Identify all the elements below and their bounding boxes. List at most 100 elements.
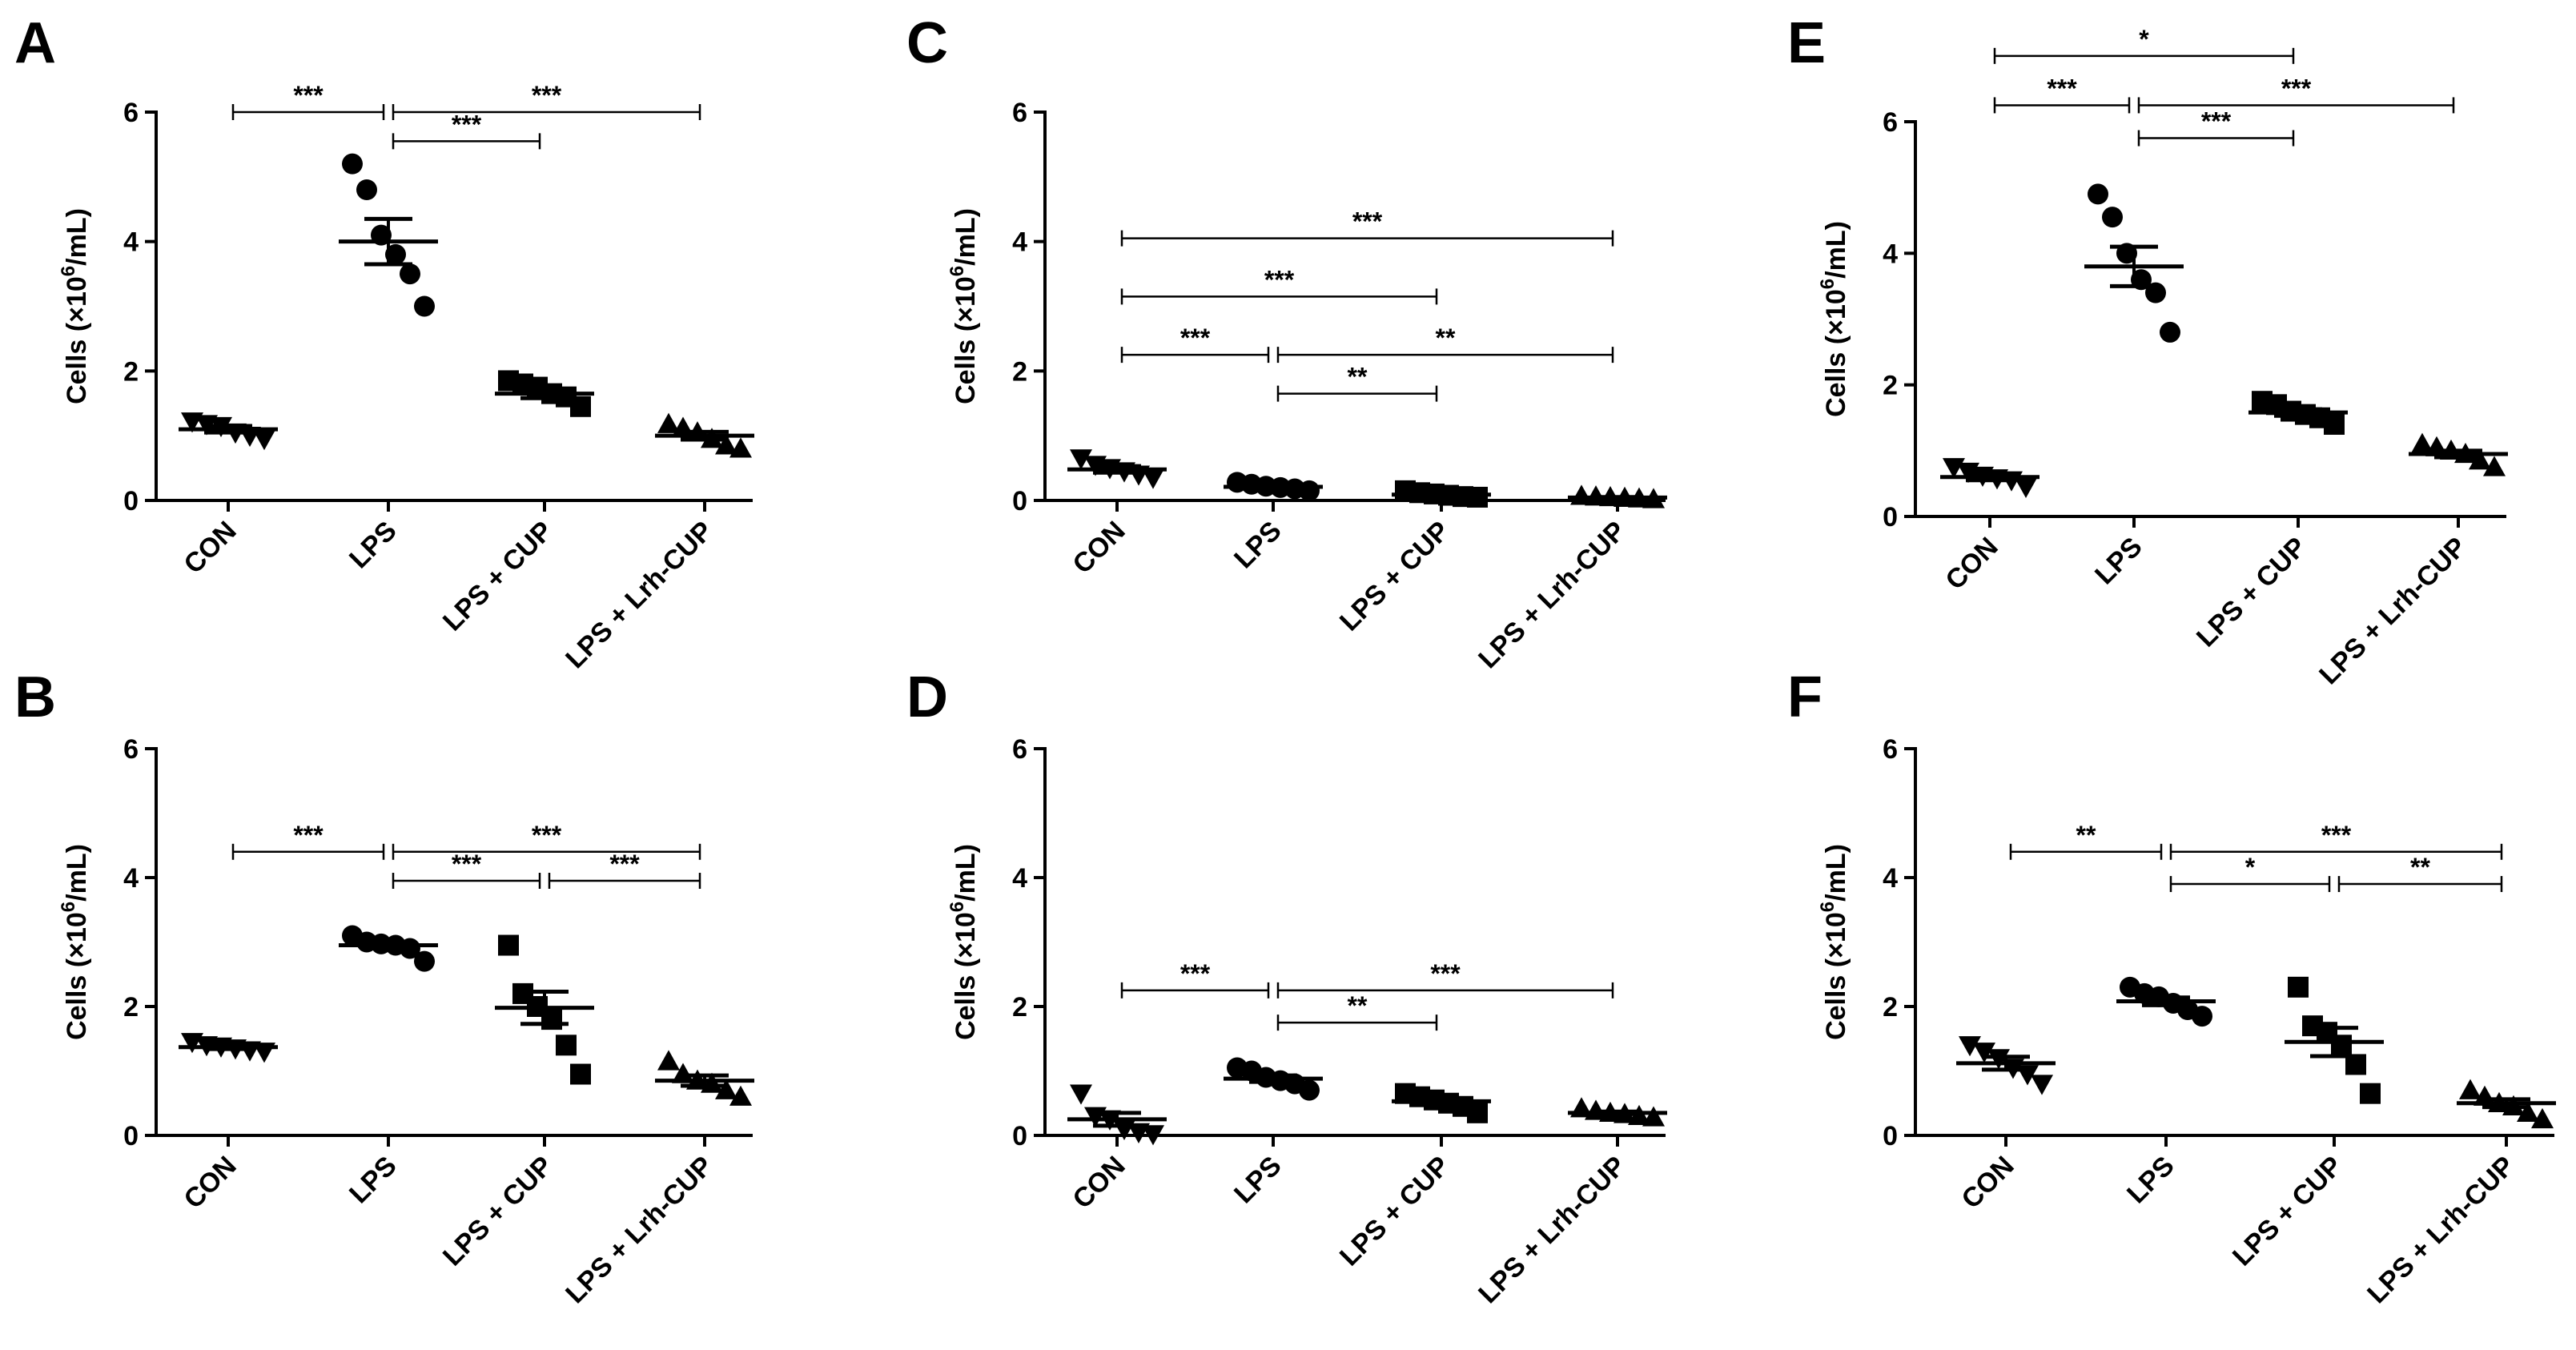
data-point	[1987, 1049, 2010, 1070]
significance-label: *	[2245, 853, 2256, 882]
y-axis-label: Cells (×106/mL)	[1817, 844, 1851, 1040]
significance-label: **	[2076, 821, 2096, 850]
series-0	[1067, 1084, 1167, 1146]
category-label: LPS + Lrh-CUP	[560, 1151, 719, 1310]
series-3	[655, 1050, 754, 1106]
y-tick-label: 4	[1012, 227, 1027, 258]
significance-label: ***	[2201, 107, 2232, 136]
data-point	[2102, 207, 2123, 228]
series-3	[655, 412, 754, 458]
data-point	[1467, 1102, 1488, 1123]
series-0	[1067, 449, 1167, 489]
category-label: LPS + Lrh-CUP	[1473, 1151, 1632, 1310]
category-label: LPS + CUP	[2191, 532, 2313, 653]
y-tick-label: 4	[123, 227, 139, 258]
significance-label: ***	[1180, 959, 1211, 988]
data-point	[1142, 468, 1164, 489]
y-tick-label: 6	[123, 98, 139, 128]
category-label: LPS	[2089, 532, 2148, 591]
significance-label: ***	[1430, 959, 1461, 988]
data-point	[1642, 1106, 1665, 1127]
y-tick-label: 0	[123, 486, 139, 516]
y-label-prefix: Cells (×10	[1821, 289, 1851, 417]
y-label-exponent: 6	[946, 266, 968, 276]
series-1	[1224, 472, 1323, 501]
panel-letter: A	[14, 11, 56, 75]
series-0	[179, 412, 278, 451]
y-tick-label: 4	[1012, 863, 1027, 894]
y-axis-label: Cells (×106/mL)	[946, 844, 981, 1040]
series-2	[2285, 976, 2384, 1104]
significance-label: ***	[1352, 207, 1383, 236]
data-point	[556, 1035, 577, 1056]
series-3	[2409, 432, 2508, 476]
data-point	[498, 934, 519, 956]
y-tick-label: 2	[123, 356, 139, 387]
y-label-prefix: Cells (×10	[62, 276, 92, 404]
y-tick-label: 0	[1883, 1121, 1898, 1151]
panel-letter: C	[906, 11, 948, 75]
significance-label: **	[1348, 991, 1368, 1020]
data-point	[2192, 1006, 2212, 1027]
panel-letter: B	[14, 665, 56, 729]
significance-label: ***	[452, 110, 482, 139]
y-label-prefix: Cells (×10	[62, 912, 92, 1040]
y-tick-label: 4	[1883, 863, 1898, 894]
data-point	[2517, 1101, 2539, 1123]
series-0	[179, 1033, 278, 1063]
y-tick-label: 0	[1012, 486, 1027, 516]
y-tick-label: 0	[123, 1121, 139, 1151]
category-label: LPS + Lrh-CUP	[560, 516, 719, 675]
series-2	[495, 370, 594, 417]
data-point	[715, 1079, 737, 1099]
significance-label: ***	[452, 850, 482, 878]
data-point	[570, 396, 591, 417]
series-2	[495, 934, 594, 1085]
y-label-exponent: 6	[58, 266, 79, 276]
y-tick-label: 2	[1883, 371, 1898, 401]
data-point	[570, 1063, 591, 1085]
data-point	[1070, 449, 1092, 470]
category-label: LPS	[2121, 1151, 2180, 1210]
data-point	[342, 153, 363, 175]
significance-label: ***	[532, 81, 562, 110]
y-label-suffix: /mL)	[1821, 221, 1851, 279]
y-tick-label: 2	[1883, 992, 1898, 1023]
y-label-suffix: /mL)	[62, 844, 92, 902]
data-point	[414, 295, 435, 317]
data-point	[2411, 432, 2433, 453]
y-label-suffix: /mL)	[950, 208, 981, 266]
y-label-suffix: /mL)	[950, 844, 981, 902]
series-3	[1568, 1097, 1667, 1127]
y-tick-label: 0	[1012, 1121, 1027, 1151]
significance-label: ***	[1180, 323, 1211, 352]
y-axis-label: Cells (×106/mL)	[58, 844, 92, 1040]
series-3	[1568, 484, 1667, 508]
data-point	[1467, 486, 1488, 508]
data-point	[1142, 1125, 1164, 1146]
data-point	[253, 430, 275, 451]
significance-label: **	[1436, 323, 1456, 352]
category-label: LPS	[1228, 516, 1288, 575]
data-point	[1299, 480, 1320, 501]
data-point	[2031, 1075, 2053, 1095]
y-tick-label: 2	[1012, 356, 1027, 387]
significance-label: ***	[293, 821, 324, 850]
significance-label: ***	[532, 821, 562, 850]
category-label: CON	[178, 516, 242, 580]
category-label: CON	[1955, 1151, 2019, 1215]
y-label-suffix: /mL)	[62, 208, 92, 266]
data-point	[385, 243, 406, 265]
significance-label: ***	[2281, 74, 2312, 102]
y-tick-label: 6	[1883, 734, 1898, 765]
data-point	[1299, 1079, 1320, 1101]
category-label: LPS + Lrh-CUP	[2313, 532, 2473, 691]
series-1	[2116, 976, 2216, 1027]
category-label: LPS + CUP	[2227, 1151, 2349, 1272]
significance-label: ***	[293, 81, 324, 110]
data-point	[672, 1063, 694, 1083]
data-point	[414, 950, 435, 972]
